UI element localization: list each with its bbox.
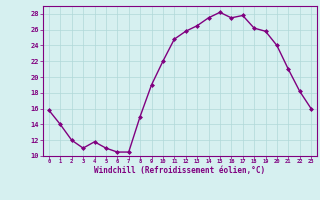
X-axis label: Windchill (Refroidissement éolien,°C): Windchill (Refroidissement éolien,°C)	[94, 166, 266, 175]
